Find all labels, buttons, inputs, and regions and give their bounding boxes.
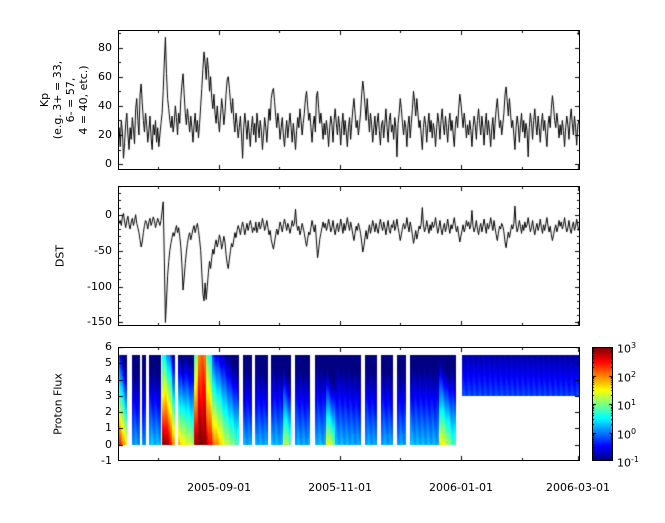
x-tick-label: 2006-01-01	[429, 481, 493, 494]
kp-axis-label-line: Kp	[38, 92, 51, 108]
dst-ytick-label: -50	[94, 243, 112, 257]
colorbar-tick-label: 10-1	[617, 453, 639, 471]
flux-ytick-label: 2	[105, 405, 112, 419]
colorbar-tick-exponent: 3	[631, 341, 637, 350]
colorbar-tick-base: 10	[617, 342, 631, 356]
dst-ytick-label: -100	[87, 279, 112, 293]
x-tick-label: 2005-09-01	[187, 481, 252, 494]
flux-ytick-label: 5	[105, 356, 112, 370]
dst-ytick-label: -150	[87, 315, 112, 329]
colorbar-tick-label: 100	[617, 425, 636, 443]
kp-ytick-label: 20	[98, 128, 112, 141]
dst-ytick-label: 0	[105, 207, 112, 221]
flux-ytick-label: 3	[105, 388, 112, 402]
colorbar-tick-label: 103	[617, 339, 636, 357]
colorbar-tick-exponent: -1	[631, 455, 639, 464]
colorbar-tick-base: 10	[617, 456, 631, 470]
flux-ytick-label: 4	[105, 372, 112, 386]
colorbar-tick-exponent: 0	[631, 426, 637, 436]
colorbar-canvas	[592, 347, 613, 461]
colorbar-tick-base: 10	[617, 371, 631, 385]
colorbar-tick-exponent: 1	[631, 398, 637, 407]
flux-ytick-label: -1	[101, 454, 112, 467]
kp-ytick-label: 60	[98, 69, 112, 83]
kp-ytick-label: 0	[105, 157, 112, 171]
colorbar-tick-base: 10	[617, 399, 631, 413]
colorbar-tick-label: 102	[617, 368, 636, 386]
colorbar-tick-label: 101	[617, 396, 636, 414]
flux-ytick-label: 6	[105, 340, 112, 353]
kp-ytick-label: 80	[98, 40, 112, 54]
x-tick-label: 2005-11-01	[308, 481, 373, 494]
dst-axis-label: DST	[53, 244, 67, 268]
flux-ytick-label: 0	[105, 437, 112, 451]
proton-flux-heatmap-canvas	[118, 347, 580, 461]
colorbar-tick-base: 10	[617, 428, 631, 442]
colorbar-tick-exponent: 2	[631, 369, 637, 379]
kp-ytick-label: 40	[98, 98, 112, 112]
x-tick-label: 2006-03-01	[546, 481, 610, 494]
kp-axis-label-line: (e.g. 3+ = 33,	[51, 60, 64, 140]
kp-plot-canvas	[118, 30, 580, 170]
flux-ytick-label: 1	[105, 421, 112, 435]
proton-flux-axis-label: Proton Flux	[51, 373, 65, 435]
dst-plot-canvas	[118, 186, 580, 326]
